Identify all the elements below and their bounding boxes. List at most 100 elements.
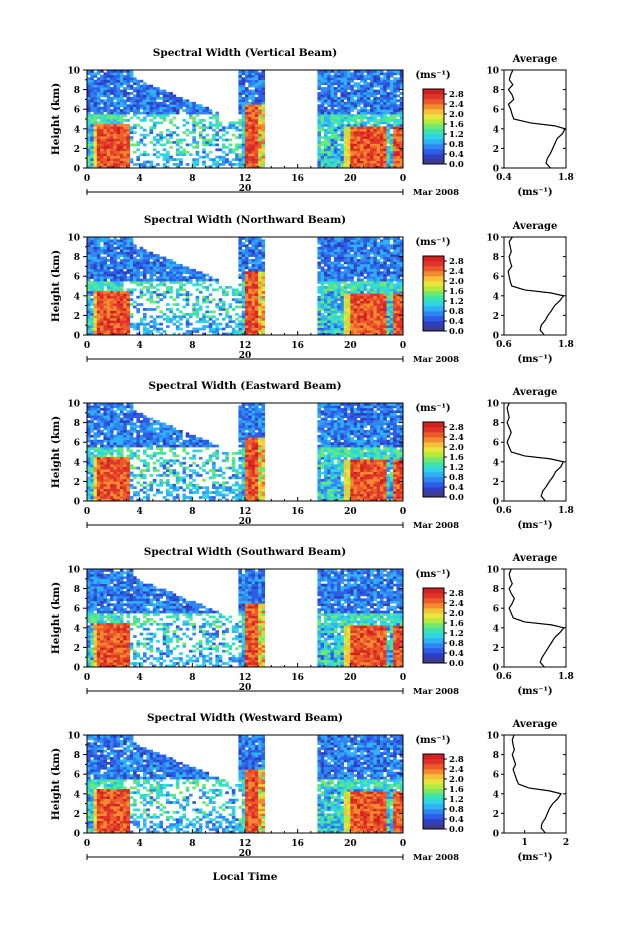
heatmap-cell bbox=[195, 330, 200, 333]
x-tick-label: 4 bbox=[137, 341, 143, 351]
heatmap-cell bbox=[261, 320, 266, 324]
heatmap-cell bbox=[185, 266, 190, 270]
heatmap-cell bbox=[370, 99, 374, 103]
heatmap-cell bbox=[192, 283, 196, 287]
heatmap-cell bbox=[389, 246, 394, 250]
heatmap-cell bbox=[347, 256, 351, 260]
heatmap-cell bbox=[379, 77, 384, 81]
colorbar-swatch bbox=[423, 281, 444, 287]
heatmap-cell bbox=[126, 266, 131, 270]
heatmap-cell bbox=[175, 273, 180, 277]
heatmap-cell bbox=[251, 141, 256, 144]
heatmap-cell bbox=[96, 290, 101, 294]
heatmap-cell bbox=[182, 305, 187, 309]
heatmap-cell bbox=[360, 317, 364, 321]
heatmap-cell bbox=[366, 165, 371, 169]
heatmap-cell bbox=[373, 239, 377, 243]
heatmap-cell bbox=[353, 123, 358, 127]
heatmap-cell bbox=[370, 89, 374, 93]
heatmap-cell bbox=[238, 249, 243, 252]
heatmap-cell bbox=[113, 114, 117, 117]
heatmap-cell bbox=[366, 256, 371, 260]
heatmap-cell bbox=[258, 123, 262, 127]
heatmap-cell bbox=[320, 72, 325, 76]
heatmap-cell bbox=[93, 286, 98, 289]
heatmap-cell bbox=[337, 315, 341, 319]
heatmap-cell bbox=[383, 286, 387, 289]
heatmap-cell bbox=[228, 305, 233, 309]
heatmap-cell bbox=[386, 153, 391, 157]
heatmap-cell bbox=[337, 133, 341, 137]
profile-x-tick-label: 1.8 bbox=[558, 340, 574, 350]
heatmap-cell bbox=[116, 150, 121, 154]
heatmap-cell bbox=[152, 273, 157, 277]
heatmap-cell bbox=[245, 239, 249, 243]
heatmap-cell bbox=[215, 121, 219, 125]
heatmap-cell bbox=[333, 239, 338, 243]
heatmap-cell bbox=[156, 109, 160, 112]
heatmap-cell bbox=[96, 412, 101, 416]
heatmap-cell bbox=[106, 266, 111, 270]
heatmap-cell bbox=[142, 273, 147, 277]
heatmap-cell bbox=[373, 241, 377, 245]
heatmap-cell bbox=[353, 239, 358, 243]
heatmap-cell bbox=[258, 116, 262, 120]
heatmap-cell bbox=[90, 244, 94, 248]
heatmap-cell bbox=[93, 131, 98, 134]
heatmap-cell bbox=[96, 425, 101, 428]
heatmap-cell bbox=[383, 87, 387, 90]
heatmap-cell bbox=[205, 298, 210, 301]
heatmap-cell bbox=[340, 155, 345, 159]
heatmap-cell bbox=[333, 293, 338, 297]
heatmap-cell bbox=[218, 163, 223, 166]
heatmap-cell bbox=[254, 74, 259, 78]
heatmap-cell bbox=[159, 111, 164, 115]
heatmap-cell bbox=[383, 273, 387, 277]
heatmap-cell bbox=[383, 150, 387, 154]
heatmap-cell bbox=[248, 259, 252, 262]
heatmap-cell bbox=[116, 160, 121, 164]
heatmap-cell bbox=[337, 79, 341, 83]
heatmap-cell bbox=[87, 456, 91, 460]
heatmap-cell bbox=[379, 111, 384, 115]
heatmap-cell bbox=[389, 244, 394, 248]
heatmap-cell bbox=[110, 92, 114, 95]
y-tick-label: 2 bbox=[74, 145, 80, 155]
heatmap-cell bbox=[146, 263, 150, 267]
heatmap-cell bbox=[324, 308, 328, 311]
heatmap-cell bbox=[205, 310, 210, 314]
heatmap-cell bbox=[100, 84, 104, 88]
heatmap-cell bbox=[393, 312, 397, 316]
heatmap-cell bbox=[337, 288, 341, 292]
heatmap-cell bbox=[333, 251, 338, 255]
heatmap-cell bbox=[215, 160, 219, 164]
heatmap-cell bbox=[106, 109, 111, 112]
heatmap-cell bbox=[393, 322, 397, 326]
heatmap-cell bbox=[106, 303, 111, 306]
heatmap-cell bbox=[248, 251, 252, 255]
heatmap-cell bbox=[152, 96, 157, 100]
heatmap-cell bbox=[386, 70, 391, 73]
heatmap-cell bbox=[90, 141, 94, 144]
heatmap-cell bbox=[251, 261, 256, 265]
heatmap-cell bbox=[350, 286, 354, 289]
heatmap-cell bbox=[103, 298, 108, 301]
heatmap-cell bbox=[251, 249, 256, 252]
heatmap-cell bbox=[261, 101, 266, 105]
heatmap-cell bbox=[215, 138, 219, 142]
heatmap-cell bbox=[343, 256, 348, 260]
heatmap-cell bbox=[370, 70, 374, 73]
heatmap-cell bbox=[248, 133, 252, 137]
heatmap-cell bbox=[376, 128, 381, 132]
colorbar-swatch bbox=[423, 89, 444, 95]
heatmap-cell bbox=[241, 300, 246, 304]
heatmap-cell bbox=[360, 256, 364, 260]
heatmap-cell bbox=[258, 101, 262, 105]
heatmap-cell bbox=[113, 241, 117, 245]
heatmap-cell bbox=[245, 163, 249, 166]
heatmap-cell bbox=[337, 160, 341, 164]
heatmap-cell bbox=[353, 325, 358, 328]
heatmap-cell bbox=[324, 330, 328, 333]
heatmap-cell bbox=[123, 160, 127, 164]
